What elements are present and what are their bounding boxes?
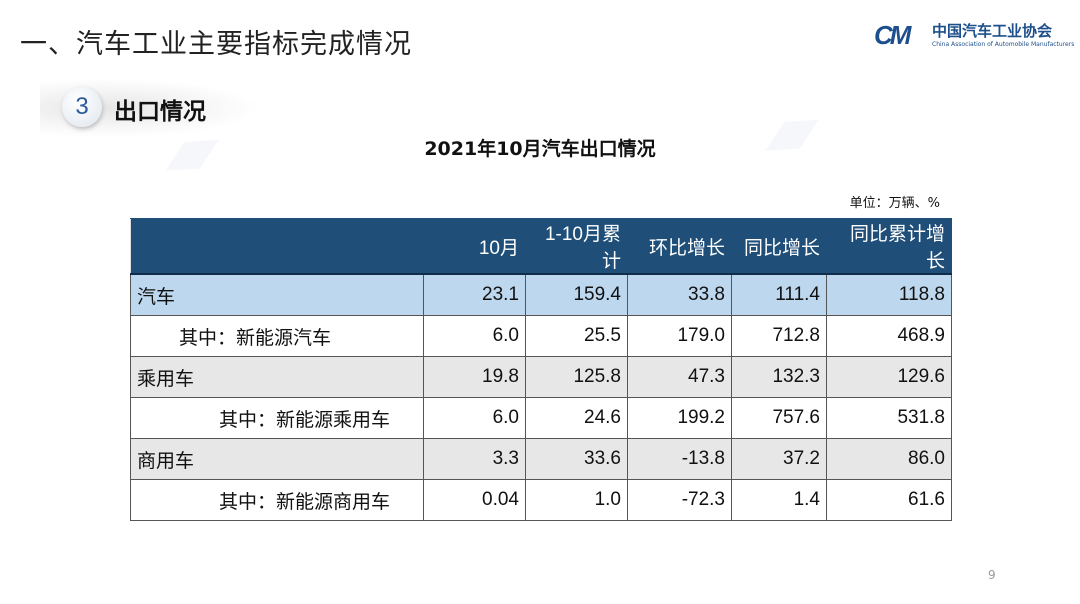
table-cell: 1.4 xyxy=(731,479,827,521)
table-row: 其中：新能源乘用车 6.0 24.6 199.2 757.6 531.8 xyxy=(130,397,952,439)
logo: CM 中国汽车工业协会 China Association of Automob… xyxy=(874,18,1074,54)
table-cell: 531.8 xyxy=(826,397,952,439)
table-cell: -13.8 xyxy=(627,438,732,480)
table-row: 其中：新能源商用车 0.04 1.0 -72.3 1.4 61.6 xyxy=(130,479,952,521)
table-cell: 159.4 xyxy=(525,273,628,316)
row-label: 乘用车 xyxy=(130,356,424,398)
unit-label: 单位：万辆、% xyxy=(849,196,940,211)
table-cell: -72.3 xyxy=(627,479,732,521)
row-label: 其中：新能源乘用车 xyxy=(130,397,424,439)
export-table: 10月 1-10月累计 环比增长 同比增长 同比累计增长 汽车 23.1 159.4… xyxy=(130,218,952,521)
column-header: 同比累计增长 xyxy=(826,218,952,275)
logo-cn: 中国汽车工业协会 xyxy=(932,22,1053,40)
section-number-badge: 3 xyxy=(62,87,102,127)
row-label: 其中：新能源商用车 xyxy=(130,479,424,521)
row-label: 商用车 xyxy=(130,438,424,480)
table-cell: 19.8 xyxy=(423,356,526,398)
table-cell: 24.6 xyxy=(525,397,628,439)
table-cell: 0.04 xyxy=(423,479,526,521)
table-cell: 179.0 xyxy=(627,315,732,357)
table-row: 其中：新能源汽车 6.0 25.5 179.0 712.8 468.9 xyxy=(130,315,952,357)
table-cell: 23.1 xyxy=(423,273,526,316)
table-cell: 125.8 xyxy=(525,356,628,398)
column-header xyxy=(130,218,424,275)
logo-mark: CM xyxy=(874,20,911,50)
row-label: 其中：新能源汽车 xyxy=(130,315,424,357)
column-header: 1-10月累计 xyxy=(525,218,628,275)
table-cell: 757.6 xyxy=(731,397,827,439)
table-cell: 33.8 xyxy=(627,273,732,316)
table-cell: 712.8 xyxy=(731,315,827,357)
table-cell: 129.6 xyxy=(826,356,952,398)
column-header: 环比增长 xyxy=(627,218,732,275)
row-label: 汽车 xyxy=(130,273,424,316)
table-cell: 61.6 xyxy=(826,479,952,521)
table-cell: 468.9 xyxy=(826,315,952,357)
table-cell: 33.6 xyxy=(525,438,628,480)
page-number: 9 xyxy=(988,568,996,582)
table-cell: 132.3 xyxy=(731,356,827,398)
column-header: 10月 xyxy=(423,218,526,275)
table-cell: 47.3 xyxy=(627,356,732,398)
table-row: 乘用车 19.8 125.8 47.3 132.3 129.6 xyxy=(130,356,952,398)
table-cell: 6.0 xyxy=(423,397,526,439)
table-cell: 37.2 xyxy=(731,438,827,480)
table-row: 汽车 23.1 159.4 33.8 111.4 118.8 xyxy=(130,273,952,316)
table-cell: 199.2 xyxy=(627,397,732,439)
logo-en: China Association of Automobile Manufact… xyxy=(932,41,1075,48)
table-cell: 25.5 xyxy=(525,315,628,357)
slide-title: 一、汽车工业主要指标完成情况 xyxy=(20,29,412,60)
section-title: 出口情况 xyxy=(114,99,206,125)
table-cell: 6.0 xyxy=(423,315,526,357)
table-cell: 3.3 xyxy=(423,438,526,480)
column-header: 同比增长 xyxy=(731,218,827,275)
table-cell: 111.4 xyxy=(731,273,827,316)
table-cell: 86.0 xyxy=(826,438,952,480)
table-cell: 118.8 xyxy=(826,273,952,316)
table-title: 2021年10月汽车出口情况 xyxy=(424,138,656,160)
table-header: 10月 1-10月累计 环比增长 同比增长 同比累计增长 xyxy=(130,218,952,275)
table-row: 商用车 3.3 33.6 -13.8 37.2 86.0 xyxy=(130,438,952,480)
table-cell: 1.0 xyxy=(525,479,628,521)
